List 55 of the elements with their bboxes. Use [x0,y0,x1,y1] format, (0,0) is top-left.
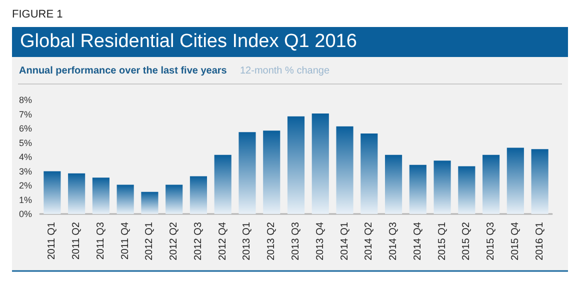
x-tick-label: 2011 Q2 [71,222,82,260]
x-tick-label: 2011 Q4 [120,222,131,260]
caption: FIGURE 1 [12,8,63,20]
y-tick-label: 0% [18,209,32,219]
y-tick-label: 6% [18,124,32,134]
bar [312,114,329,214]
x-tick-label: 2012 Q4 [217,222,228,260]
x-tick-label: 2013 Q2 [266,222,278,260]
bar [531,149,548,214]
x-tick-label: 2012 Q3 [192,222,204,260]
y-tick-label: 7% [18,109,32,120]
bar [116,184,134,214]
bar [384,154,402,214]
x-tick-label: 2012 Q2 [168,222,180,260]
chart-title: Global Residential Cities Index Q1 2016 [20,31,357,52]
bar [360,133,378,214]
x-tick-label: 2013 Q1 [242,222,253,260]
x-tick-label: 2015 Q4 [510,222,521,260]
x-tick-label: 2015 Q1 [436,222,448,260]
bar [263,130,280,214]
bar [409,164,426,214]
x-tick-label: 2014 Q4 [412,222,424,260]
bar [68,173,86,214]
bar [44,171,61,214]
y-tick-label: 8% [18,95,32,105]
x-tick-label: 2013 Q4 [314,222,326,260]
x-tick-label: 2013 Q3 [290,222,302,260]
x-tick-label: 2012 Q1 [144,222,156,260]
x-tick-label: 2015 Q3 [486,222,497,260]
x-tick-label: 2011 Q3 [95,222,106,260]
bar [166,184,183,214]
bar [92,178,110,214]
bar [141,192,158,214]
bar [190,176,208,214]
chart-subtitle: Annual performance over the last five years [19,66,228,76]
bar [458,166,476,214]
y-tick-label: 2% [18,180,32,190]
y-tick-label: 4% [18,152,32,162]
x-tick-label: 2016 Q1 [534,222,546,260]
y-tick-label: 1% [18,194,32,205]
x-tick-label: 2011 Q1 [46,222,58,260]
y-tick-label: 3% [18,166,32,176]
bar [336,126,354,214]
y-axis-title: 12-month % change [240,66,330,76]
bar [482,154,500,214]
y-tick-label: 5% [18,138,32,148]
bar [506,148,524,214]
bar [434,160,451,214]
bar [238,132,256,214]
x-tick-label: 2015 Q2 [461,222,472,260]
bar [214,154,232,214]
x-tick-label: 2014 Q1 [339,222,350,260]
x-tick-label: 2014 Q3 [388,222,400,260]
bar [287,116,305,214]
x-tick-label: 2014 Q2 [364,222,375,260]
